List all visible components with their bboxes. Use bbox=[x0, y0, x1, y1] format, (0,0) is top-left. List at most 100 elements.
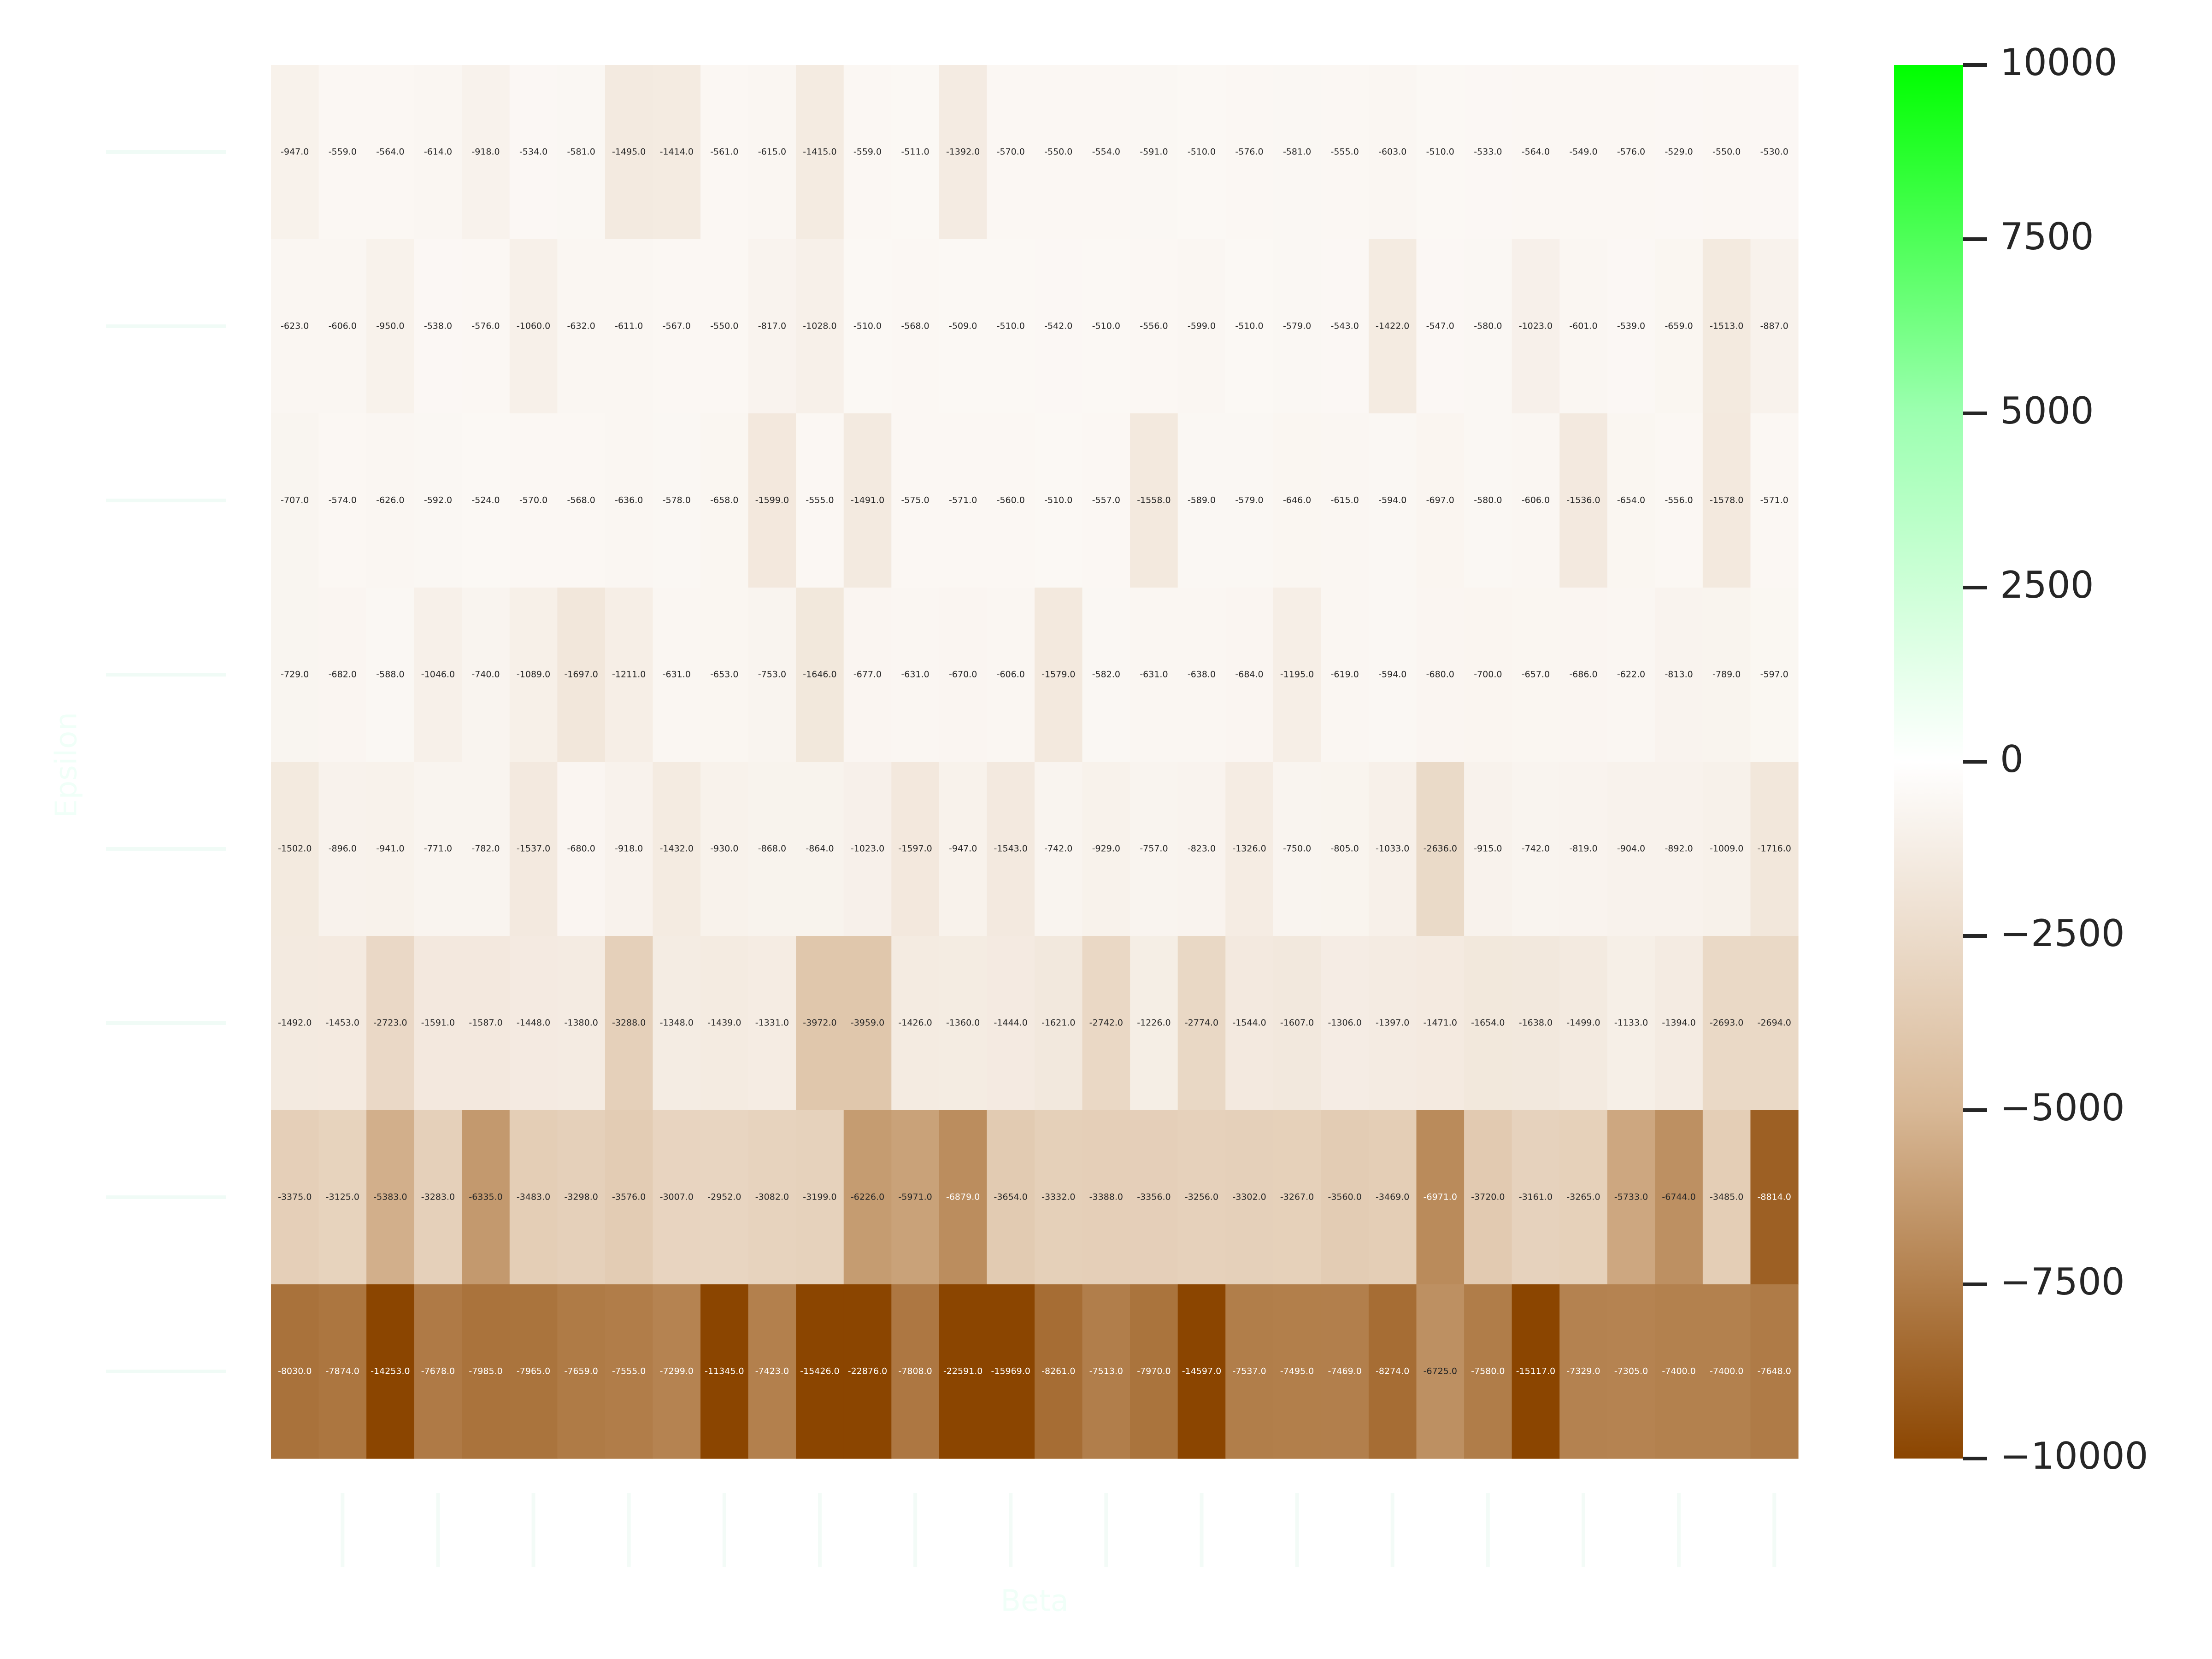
heatmap-cell bbox=[462, 239, 510, 414]
cell-value-label: -1471.0 bbox=[1424, 1018, 1457, 1028]
heatmap-cell bbox=[366, 413, 415, 588]
cell-value-label: -564.0 bbox=[376, 147, 404, 157]
heatmap-cell bbox=[1082, 1284, 1130, 1459]
heatmap-cell bbox=[1225, 1110, 1274, 1285]
cell-value-label: -823.0 bbox=[1188, 844, 1216, 854]
heatmap-cell bbox=[318, 413, 367, 588]
cell-value-label: -3298.0 bbox=[564, 1192, 598, 1202]
heatmap-cell bbox=[1512, 239, 1560, 414]
cell-value-label: -15117.0 bbox=[1516, 1366, 1555, 1377]
cell-value-label: -588.0 bbox=[376, 670, 404, 680]
cell-value-label: -1326.0 bbox=[1232, 844, 1266, 854]
cell-value-label: -1543.0 bbox=[994, 844, 1028, 854]
cell-value-label: -591.0 bbox=[1140, 147, 1168, 157]
heatmap-cell bbox=[462, 1284, 510, 1459]
heatmap-cell bbox=[1321, 588, 1369, 762]
cell-value-label: -817.0 bbox=[758, 321, 786, 331]
cell-value-label: -6335.0 bbox=[469, 1192, 502, 1202]
cell-value-label: -3959.0 bbox=[851, 1018, 884, 1028]
cell-value-label: -615.0 bbox=[1331, 495, 1359, 506]
heatmap-cell bbox=[462, 936, 510, 1111]
cell-value-label: -550.0 bbox=[1712, 147, 1741, 157]
cell-value-label: -571.0 bbox=[949, 495, 977, 506]
cell-value-label: -1089.0 bbox=[517, 670, 550, 680]
cell-value-label: -7495.0 bbox=[1280, 1366, 1314, 1377]
heatmap-cell bbox=[1702, 762, 1751, 936]
heatmap-cell bbox=[1750, 239, 1799, 414]
cell-value-label: -7580.0 bbox=[1471, 1366, 1505, 1377]
heatmap-cell bbox=[1702, 65, 1751, 240]
cell-value-label: -1537.0 bbox=[517, 844, 550, 854]
heatmap-cell bbox=[1702, 936, 1751, 1111]
cell-value-label: -1360.0 bbox=[946, 1018, 980, 1028]
heatmap-cell bbox=[1559, 762, 1608, 936]
heatmap-cell bbox=[1177, 1284, 1226, 1459]
heatmap-cell bbox=[557, 588, 606, 762]
cell-value-label: -570.0 bbox=[519, 495, 547, 506]
cell-value-label: -5383.0 bbox=[373, 1192, 407, 1202]
heatmap-cell bbox=[700, 936, 749, 1111]
heatmap-cell bbox=[1177, 1110, 1226, 1285]
heatmap-cell bbox=[557, 762, 606, 936]
heatmap-cell bbox=[414, 588, 462, 762]
heatmap-cell bbox=[366, 1110, 415, 1285]
heatmap-cell bbox=[271, 588, 319, 762]
x-axis-ticks bbox=[341, 1493, 1777, 1567]
heatmap-cell bbox=[318, 762, 367, 936]
cell-value-label: -571.0 bbox=[1760, 495, 1788, 506]
heatmap-cell bbox=[1512, 1110, 1560, 1285]
cell-value-label: -753.0 bbox=[758, 670, 786, 680]
heatmap-cell bbox=[1512, 936, 1560, 1111]
heatmap-cell bbox=[1368, 588, 1417, 762]
cell-value-label: -581.0 bbox=[1283, 147, 1311, 157]
cell-value-label: -1415.0 bbox=[803, 147, 836, 157]
cell-value-label: -3560.0 bbox=[1328, 1192, 1361, 1202]
heatmap-cell bbox=[1464, 65, 1512, 240]
cell-value-label: -1492.0 bbox=[278, 1018, 312, 1028]
heatmap-cell bbox=[1273, 239, 1321, 414]
cell-value-label: -533.0 bbox=[1474, 147, 1502, 157]
colorbar-tick-label: 0 bbox=[2000, 738, 2024, 781]
cell-value-label: -805.0 bbox=[1331, 844, 1359, 854]
cell-value-label: -542.0 bbox=[1044, 321, 1072, 331]
heatmap-cell bbox=[1655, 1284, 1703, 1459]
cell-value-label: -7659.0 bbox=[564, 1366, 598, 1377]
heatmap-cell bbox=[318, 1284, 367, 1459]
colorbar-tick-label: 2500 bbox=[2000, 564, 2094, 606]
cell-value-label: -3375.0 bbox=[278, 1192, 312, 1202]
heatmap-cell bbox=[1321, 239, 1369, 414]
cell-value-label: -3483.0 bbox=[517, 1192, 550, 1202]
cell-value-label: -592.0 bbox=[424, 495, 452, 506]
heatmap-cell bbox=[1225, 65, 1274, 240]
heatmap-cell bbox=[1655, 762, 1703, 936]
cell-value-label: -1060.0 bbox=[517, 321, 550, 331]
heatmap-cell bbox=[605, 239, 653, 414]
cell-value-label: -631.0 bbox=[663, 670, 691, 680]
cell-value-label: -530.0 bbox=[1760, 147, 1788, 157]
cell-value-label: -556.0 bbox=[1140, 321, 1168, 331]
cell-value-label: -657.0 bbox=[1522, 670, 1550, 680]
cell-value-label: -7423.0 bbox=[755, 1366, 789, 1377]
cell-value-label: -603.0 bbox=[1378, 147, 1406, 157]
cell-value-label: -1654.0 bbox=[1471, 1018, 1505, 1028]
heatmap-cell bbox=[1368, 936, 1417, 1111]
cell-value-label: -947.0 bbox=[949, 844, 977, 854]
heatmap-cell bbox=[796, 588, 844, 762]
y-axis-label: Epsilon bbox=[50, 712, 84, 818]
heatmap-cell bbox=[1035, 588, 1083, 762]
heatmap-cell bbox=[1082, 1110, 1130, 1285]
cell-value-label: -1697.0 bbox=[564, 670, 598, 680]
colorbar-tick-label: −7500 bbox=[2000, 1260, 2125, 1303]
heatmap-cell bbox=[1559, 65, 1608, 240]
cell-value-label: -1414.0 bbox=[660, 147, 694, 157]
cell-value-label: -1607.0 bbox=[1280, 1018, 1314, 1028]
heatmap-cell bbox=[1607, 588, 1655, 762]
heatmap-cell bbox=[462, 65, 510, 240]
cell-value-label: -3125.0 bbox=[326, 1192, 359, 1202]
heatmap-cell bbox=[318, 239, 367, 414]
heatmap-cell bbox=[462, 762, 510, 936]
cell-value-label: -615.0 bbox=[758, 147, 786, 157]
heatmap-cell bbox=[271, 239, 319, 414]
heatmap-cell bbox=[1321, 1110, 1369, 1285]
heatmap-cell bbox=[1321, 413, 1369, 588]
